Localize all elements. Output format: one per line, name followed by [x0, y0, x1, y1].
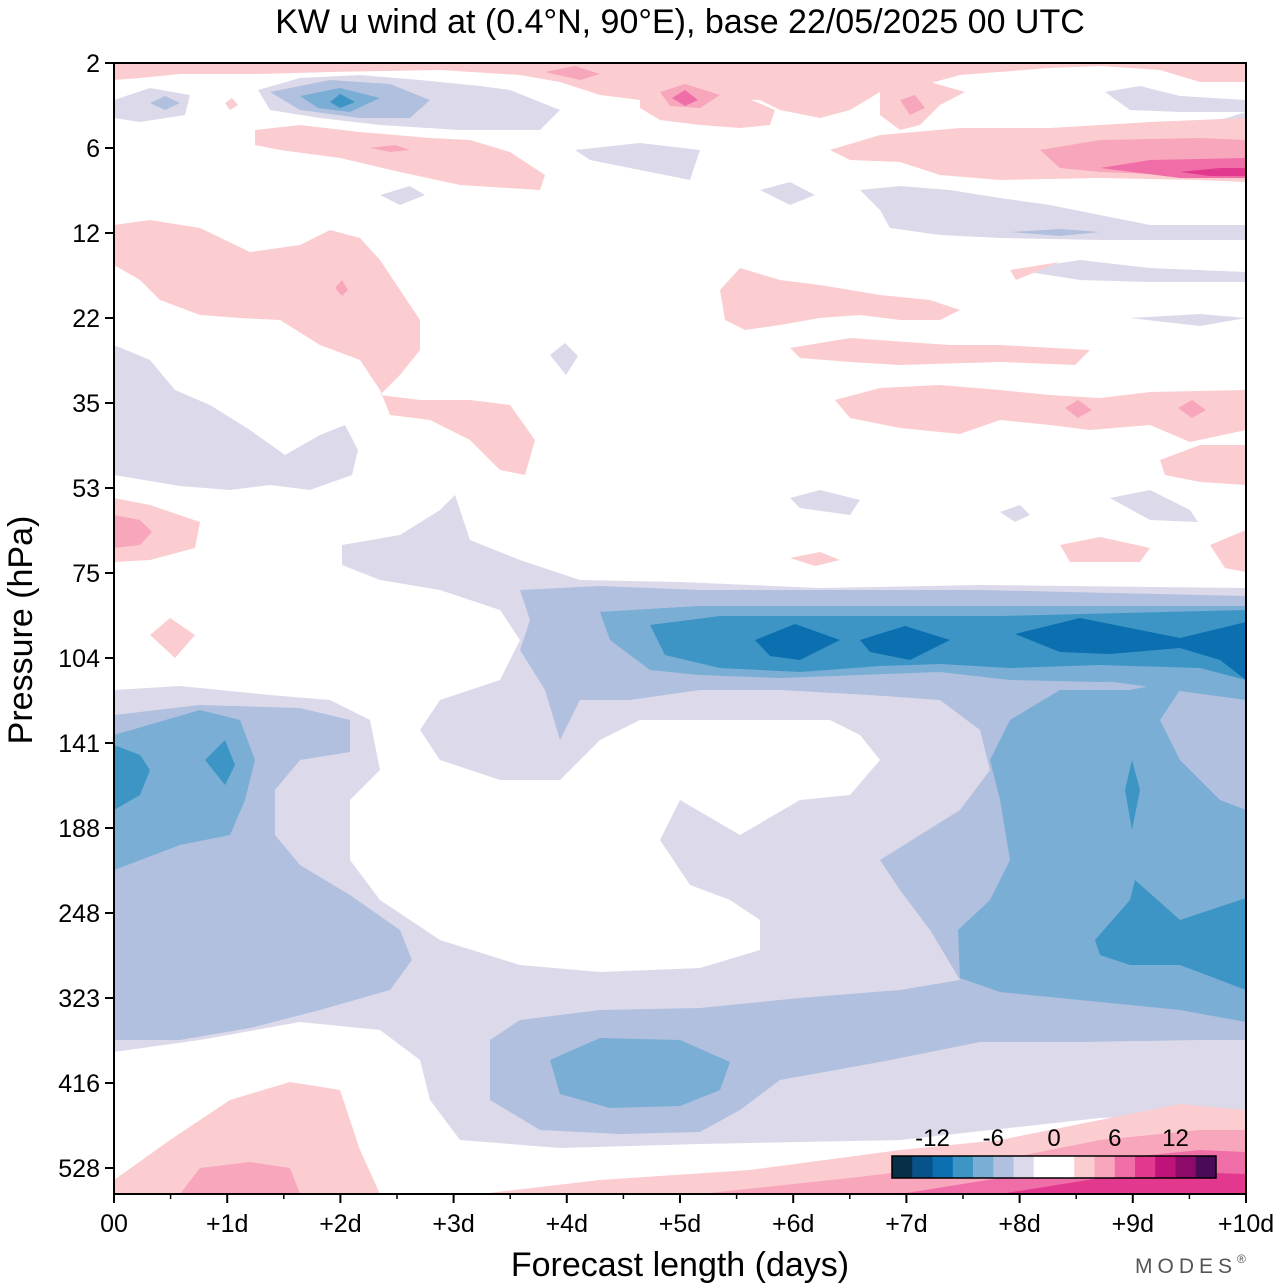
colorbar-tick-label: 0 [1047, 1125, 1060, 1152]
y-tick-label: 248 [58, 900, 100, 928]
colorbar-swatch [1033, 1156, 1055, 1178]
contour-field [114, 63, 1246, 1194]
y-axis-label: Pressure (hPa) [2, 516, 40, 745]
colorbar-tick-label: -6 [983, 1125, 1004, 1152]
x-axis: 00 +1d +2d +3d +4d +5d +6d +7d +8d +9d +10d [100, 1194, 1274, 1238]
colorbar-swatch [1175, 1156, 1197, 1178]
x-tick-label: +2d [319, 1210, 361, 1238]
colorbar-swatch [1155, 1156, 1176, 1178]
modes-logo: MODES® [1135, 1252, 1251, 1278]
colorbar-swatch [1114, 1156, 1136, 1178]
colorbar-swatch [932, 1156, 954, 1178]
x-tick-label: +7d [885, 1210, 927, 1238]
contour-neg-10 [755, 624, 840, 660]
y-tick-label: 75 [72, 560, 100, 588]
x-tick-label: +9d [1112, 1210, 1154, 1238]
x-tick-label: +4d [546, 1210, 588, 1238]
x-tick-label: 00 [100, 1210, 128, 1238]
colorbar-swatch [1013, 1156, 1035, 1178]
colorbar-swatch [1094, 1156, 1116, 1178]
colorbar-swatch [993, 1156, 1014, 1178]
colorbar-tick-label: 12 [1162, 1125, 1189, 1152]
x-axis-label: Forecast length (days) [511, 1246, 849, 1284]
y-tick-label: 188 [58, 815, 100, 843]
colorbar-tick-label: -12 [915, 1125, 950, 1152]
y-axis: 2 6 12 22 35 53 75 104 141 188 248 323 416 528 [58, 50, 114, 1183]
colorbar-swatch [1135, 1156, 1156, 1178]
y-tick-label: 12 [72, 220, 100, 248]
y-tick-label: 53 [72, 475, 100, 503]
contour-pos-12hpa [114, 220, 535, 475]
contour-pos-lower [114, 1082, 380, 1194]
colorbar-tick-label: 6 [1108, 1125, 1121, 1152]
x-tick-label: +8d [998, 1210, 1040, 1238]
colorbar-swatch [1195, 1156, 1217, 1178]
x-tick-label: +10d [1218, 1210, 1274, 1238]
y-tick-label: 323 [58, 985, 100, 1013]
y-tick-label: 22 [72, 305, 100, 333]
colorbar: -12 -6 0 6 12 [891, 1125, 1217, 1179]
colorbar-swatch [952, 1156, 974, 1178]
chart-title: KW u wind at (0.4°N, 90°E), base 22/05/2… [275, 3, 1085, 41]
x-tick-label: +1d [206, 1210, 248, 1238]
y-tick-label: 141 [58, 730, 100, 758]
colorbar-frame [891, 1155, 1217, 1179]
y-tick-label: 2 [86, 50, 100, 78]
colorbar-swatch [912, 1156, 933, 1178]
y-tick-label: 528 [58, 1155, 100, 1183]
y-tick-label: 104 [58, 645, 100, 673]
y-tick-label: 6 [86, 135, 100, 163]
colorbar-swatch [1054, 1156, 1075, 1178]
y-tick-label: 416 [58, 1070, 100, 1098]
x-tick-label: +6d [772, 1210, 814, 1238]
x-tick-label: +5d [659, 1210, 701, 1238]
colorbar-swatch [892, 1156, 913, 1178]
x-tick-label: +3d [432, 1210, 474, 1238]
y-tick-label: 35 [72, 390, 100, 418]
colorbar-swatch [973, 1156, 994, 1178]
colorbar-swatch [1074, 1156, 1095, 1178]
